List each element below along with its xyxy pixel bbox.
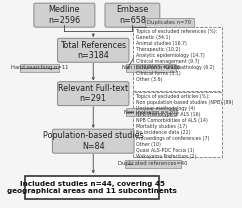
FancyBboxPatch shape xyxy=(105,3,160,27)
Bar xyxy=(133,92,222,157)
Text: Medline
n=2596: Medline n=2596 xyxy=(48,5,80,25)
Text: Hand searching n=11: Hand searching n=11 xyxy=(11,65,68,70)
Bar xyxy=(133,27,222,90)
FancyBboxPatch shape xyxy=(58,38,129,62)
Text: Duplicates n=70: Duplicates n=70 xyxy=(147,20,192,25)
Bar xyxy=(126,108,176,116)
Bar xyxy=(20,64,59,72)
Bar xyxy=(25,176,159,199)
Text: Embase
n=658: Embase n=658 xyxy=(116,5,149,25)
Text: Included studies n=44, covering 45
geographical areas and 11 subcontinents: Included studies n=44, covering 45 geogr… xyxy=(7,181,177,194)
Text: Population-based studies
N=84: Population-based studies N=84 xyxy=(43,131,144,151)
Text: Relevant Full-text
n=291: Relevant Full-text n=291 xyxy=(58,84,128,103)
Bar xyxy=(145,18,194,27)
Bar xyxy=(126,64,176,72)
Text: Non inclusion n=2926: Non inclusion n=2926 xyxy=(122,65,180,70)
FancyBboxPatch shape xyxy=(53,129,134,153)
FancyBboxPatch shape xyxy=(58,82,129,106)
FancyBboxPatch shape xyxy=(34,3,95,27)
Text: Duplicated references=40: Duplicated references=40 xyxy=(118,161,188,166)
Bar xyxy=(125,160,181,168)
Text: Topics of excluded articles (%):
Non population-based studies (NPB) (89)
Unclear: Topics of excluded articles (%): Non pop… xyxy=(136,94,233,159)
Text: Total References
n=3184: Total References n=3184 xyxy=(60,41,126,60)
Text: Topics of excluded references (%):
Genetic (34.1)
Animal studies (16.7)
Therapeu: Topics of excluded references (%): Genet… xyxy=(136,29,217,82)
Text: Non inclusion n=207: Non inclusion n=207 xyxy=(123,110,178,115)
